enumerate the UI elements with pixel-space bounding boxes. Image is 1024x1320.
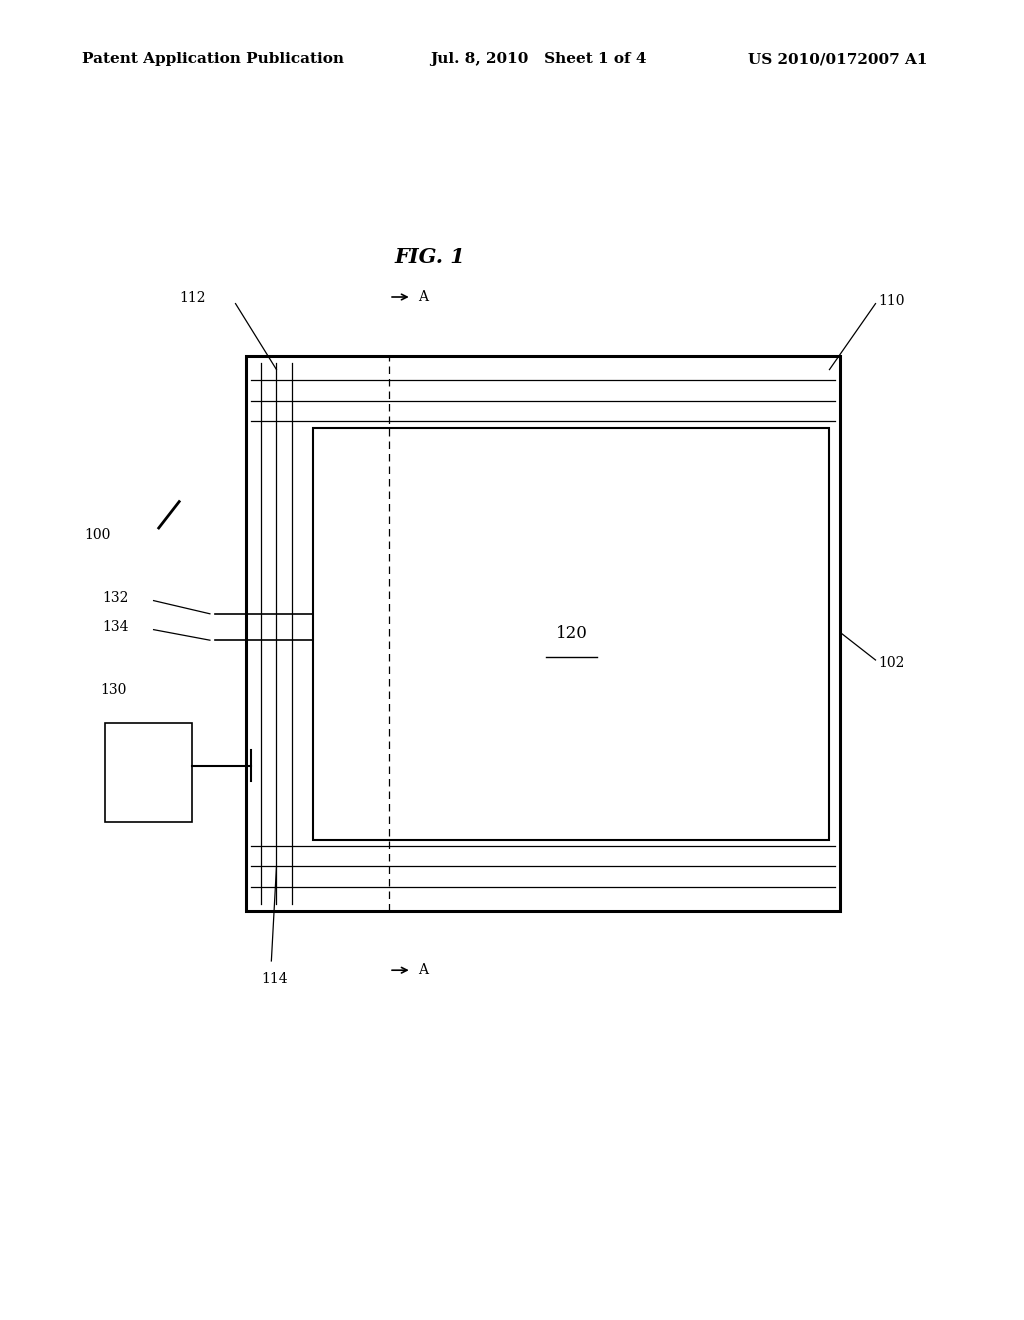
Text: 102: 102 — [879, 656, 905, 669]
Bar — [313, 428, 829, 840]
Text: 130: 130 — [99, 682, 126, 697]
Text: Jul. 8, 2010   Sheet 1 of 4: Jul. 8, 2010 Sheet 1 of 4 — [430, 53, 646, 66]
Text: 132: 132 — [102, 591, 129, 605]
Text: 134: 134 — [102, 620, 129, 634]
Text: 100: 100 — [84, 528, 111, 541]
Bar — [104, 722, 193, 821]
Text: FIG. 1: FIG. 1 — [394, 247, 466, 268]
Text: 110: 110 — [879, 294, 905, 308]
Text: US 2010/0172007 A1: US 2010/0172007 A1 — [748, 53, 927, 66]
Bar — [246, 356, 840, 911]
Text: 114: 114 — [261, 973, 288, 986]
Text: Patent Application Publication: Patent Application Publication — [82, 53, 344, 66]
Text: A: A — [418, 964, 428, 977]
Text: 112: 112 — [179, 292, 206, 305]
Text: 120: 120 — [555, 626, 588, 642]
Text: A: A — [418, 290, 428, 304]
